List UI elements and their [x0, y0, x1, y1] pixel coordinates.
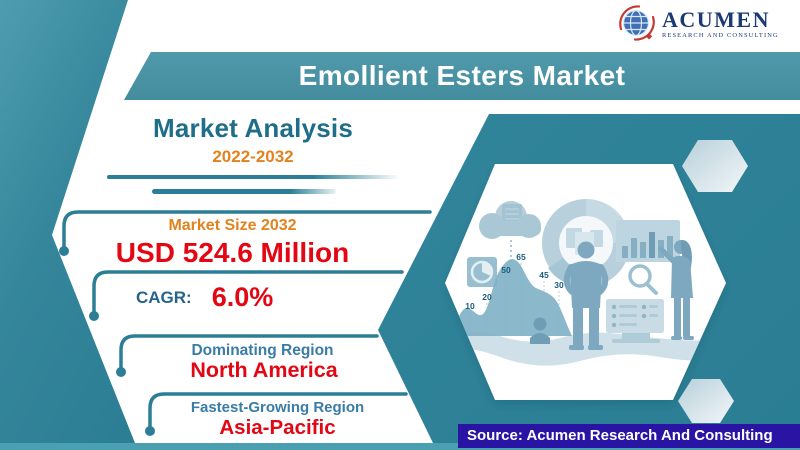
title-bar: Emollient Esters Market	[124, 52, 800, 100]
fastest-region-value: Asia-Pacific	[219, 416, 336, 439]
logo-name: ACUMEN	[662, 7, 770, 32]
fastest-region-label: Fastest-Growing Region	[190, 399, 365, 416]
divider-line-top	[107, 175, 400, 179]
market-size-label: Market Size 2032	[168, 217, 297, 234]
divider-line-bottom	[152, 189, 336, 194]
dominating-region-label: Dominating Region	[191, 342, 334, 359]
analysis-period: 2022-2032	[212, 147, 294, 166]
cagr-row: CAGR: 6.0%	[136, 282, 273, 313]
globe-icon	[619, 5, 655, 41]
cagr-value: 6.0%	[211, 282, 274, 312]
bottom-accent-strip	[0, 443, 800, 450]
company-logo: ACUMEN RESEARCH AND CONSULTING	[615, 3, 779, 45]
cagr-label: CAGR:	[136, 287, 192, 307]
page-title: Emollient Esters Market	[298, 60, 626, 91]
logo-tagline: RESEARCH AND CONSULTING	[662, 32, 779, 39]
source-bar: Source: Acumen Research And Consulting	[458, 424, 800, 448]
analysis-heading: Market Analysis	[152, 113, 354, 143]
dominating-region-value: North America	[190, 358, 338, 382]
market-size-value: USD 524.6 Million	[115, 237, 350, 268]
